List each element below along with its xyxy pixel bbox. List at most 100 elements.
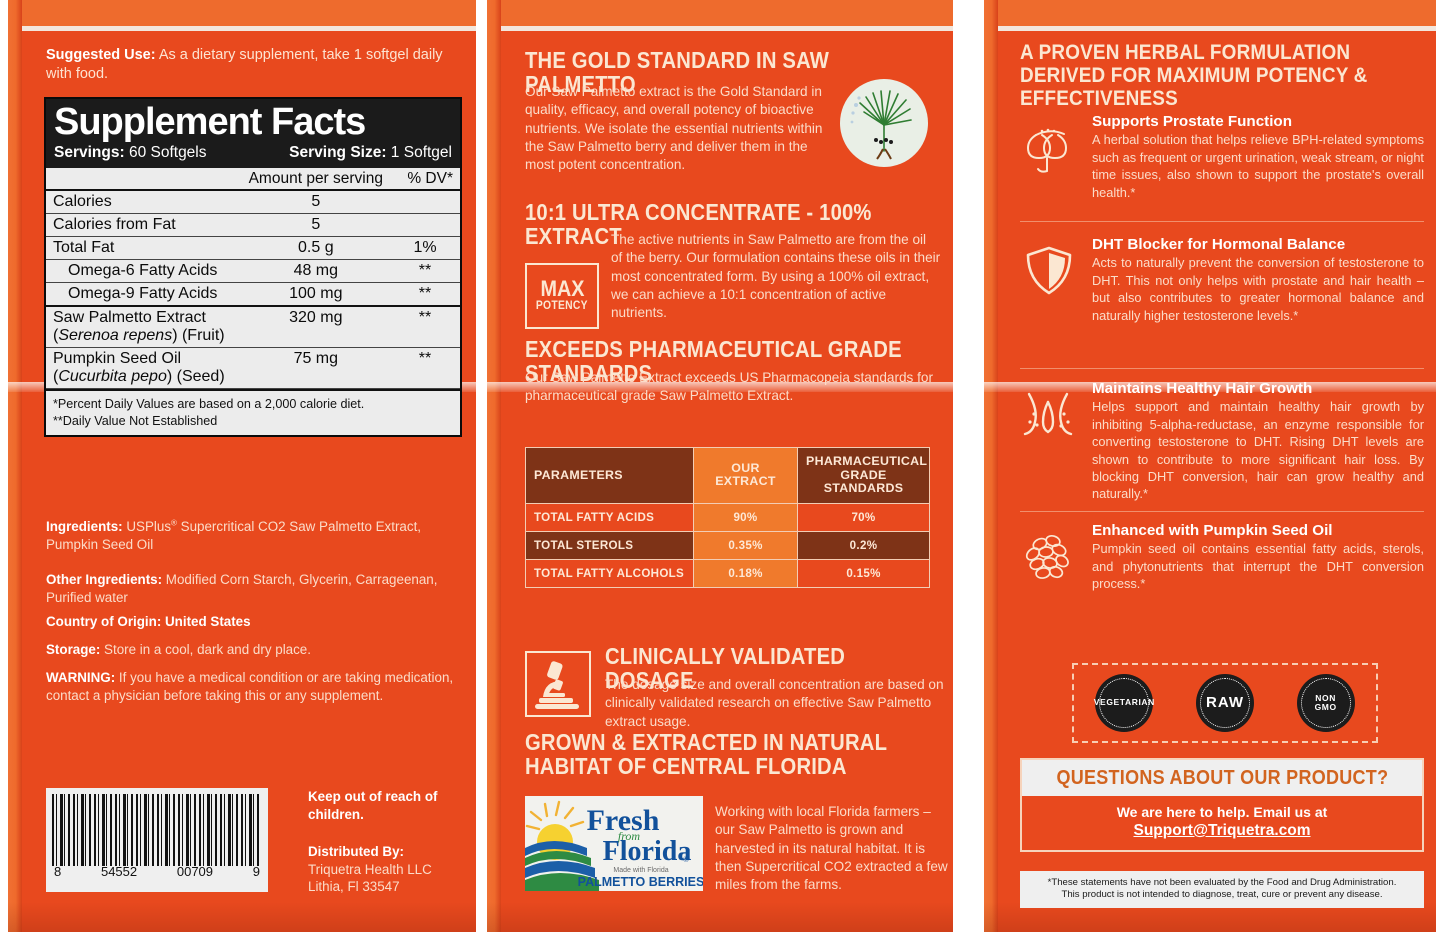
left-panel: Suggested Use: As a dietary supplement, …	[8, 0, 476, 932]
supplement-facts-panel: Supplement Facts Servings: 60 Softgels S…	[44, 97, 462, 437]
panel-fold-strip	[487, 0, 501, 932]
country-of-origin: Country of Origin: United States	[46, 613, 458, 631]
feature-text-block: Maintains Healthy Hair Growth Helps supp…	[1092, 380, 1424, 503]
table-row: TOTAL STEROLS 0.35% 0.2%	[525, 530, 930, 560]
support-email[interactable]: Support@Triquetra.com	[1133, 822, 1311, 839]
barcode-digits-mid2: 00709	[176, 864, 214, 879]
row-pharma-standard: 0.15%	[797, 558, 930, 588]
microscope-badge	[525, 651, 591, 717]
middle-panel: THE GOLD STANDARD IN SAW PALMETTO Our Sa…	[487, 0, 953, 932]
panel-bottom-shade	[8, 902, 476, 932]
barcode-digit-left: 8	[54, 864, 62, 879]
distributor-city: Lithia, Fl 33547	[308, 879, 400, 895]
nutrient-name: Total Fat	[46, 236, 242, 261]
feature-body: A herbal solution that helps relieve BPH…	[1092, 132, 1424, 200]
questions-heading: QUESTIONS ABOUT OUR PRODUCT?	[1056, 767, 1388, 789]
suggested-use-label: Suggested Use:	[46, 47, 156, 63]
feature-dht-blocker: DHT Blocker for Hormonal Balance Acts to…	[1020, 236, 1424, 324]
table-row: Omega-6 Fatty Acids 48 mg **	[46, 259, 460, 284]
ingredients-text-b: Supercritical CO2 Saw Palmetto Extract, …	[46, 519, 422, 552]
panel-top-rule	[998, 26, 1436, 31]
feature-prostate: Supports Prostate Function A herbal solu…	[1020, 113, 1424, 201]
svg-text:Made with Florida: Made with Florida	[613, 867, 668, 874]
hair-follicle-icon	[1020, 388, 1080, 442]
max-potency-badge: MAX POTENCY	[525, 263, 599, 329]
serving-size: Serving Size: 1 Softgel	[289, 144, 452, 162]
servings: Servings: 60 Softgels	[54, 144, 207, 162]
storage-text: Store in a cool, dark and dry place.	[100, 642, 311, 657]
max-potency-line1: MAX	[539, 276, 584, 302]
barcode-digit-right: 9	[252, 864, 260, 879]
nutrient-dv	[390, 190, 460, 215]
exceeds-standards-heading: EXCEEDS PHARMACEUTICAL GRADE STANDARDS	[525, 336, 902, 386]
serving-size-value: 1 Softgel	[386, 144, 452, 162]
nutrient-dv: 1%	[390, 236, 460, 261]
feature-hair-growth: Maintains Healthy Hair Growth Helps supp…	[1020, 380, 1424, 503]
warning-line: WARNING: If you have a medical condition…	[46, 669, 458, 705]
panel-top-cap	[501, 0, 953, 26]
table-row: Total Fat 0.5 g 1%	[46, 236, 460, 261]
warning-label: WARNING:	[46, 670, 116, 685]
feature-title: Enhanced with Pumpkin Seed Oil	[1092, 522, 1333, 539]
nutrient-amount: 75 mg	[241, 347, 390, 390]
clinically-validated-heading: CLINICALLY VALIDATED DOSAGE	[605, 643, 846, 693]
nutrient-dv	[390, 213, 460, 238]
storage-line: Storage: Store in a cool, dark and dry p…	[46, 641, 458, 659]
table-row: Calories 5	[46, 190, 460, 215]
seal-raw-label: RAW	[1205, 693, 1244, 711]
fda-line-2: This product is not intended to diagnose…	[1061, 889, 1383, 901]
panel-top-rule	[501, 26, 953, 31]
supplement-facts-table: Amount per serving % DV* Calories 5 Calo…	[46, 168, 460, 390]
pumpkin-seed-icon	[1020, 530, 1080, 584]
right-panel-heading: A PROVEN HERBAL FORMULATION DERIVED FOR …	[1020, 40, 1368, 111]
comparison-table: PARAMETERS OUR EXTRACT PHARMACEUTICAL GR…	[525, 447, 930, 588]
col-amount-header: Amount per serving	[241, 168, 390, 192]
certification-seals: VEGETARIAN RAW NON GMO	[1072, 663, 1378, 743]
grown-extracted-heading: GROWN & EXTRACTED IN NATURAL HABITAT OF …	[525, 729, 887, 779]
ultra-concentrate-text: The active nutrients in Saw Palmetto are…	[611, 232, 941, 321]
svg-text:from: from	[618, 829, 641, 843]
grown-extracted-text: Working with local Florida farmers – our…	[715, 804, 948, 893]
nutrient-amount: 48 mg	[241, 259, 390, 284]
feature-pumpkin-seed: Enhanced with Pumpkin Seed Oil Pumpkin s…	[1020, 522, 1424, 593]
spacer-cell	[46, 168, 242, 192]
questions-help-line: We are here to help. Email us at	[1116, 804, 1328, 820]
gold-standard-text: Our Saw Palmetto extract is the Gold Sta…	[525, 84, 823, 173]
footnote-daily-values: *Percent Daily Values are based on a 2,0…	[53, 397, 365, 412]
nutrient-amount: 5	[241, 190, 390, 215]
fresh-from-florida-logo: Fresh from Florida ® Made with Florida P…	[525, 796, 703, 891]
header-parameters: PARAMETERS	[525, 447, 694, 504]
supplement-facts-footnotes: *Percent Daily Values are based on a 2,0…	[46, 389, 460, 435]
feature-divider	[1020, 511, 1424, 512]
table-column-header-row: Amount per serving % DV*	[46, 168, 460, 192]
nutrient-latin-name: Cucurbita pepo	[58, 368, 167, 386]
feature-divider	[1020, 368, 1424, 369]
palm-leaf-icon	[850, 90, 912, 160]
panel-fold-strip	[984, 0, 998, 932]
table-row: Calories from Fat 5	[46, 213, 460, 238]
seal-vegetarian: VEGETARIAN	[1094, 674, 1154, 732]
comparison-header-row: PARAMETERS OUR EXTRACT PHARMACEUTICAL GR…	[525, 447, 930, 504]
fda-disclaimer: *These statements have not been evaluate…	[1020, 871, 1424, 908]
table-row: Pumpkin Seed Oil (Cucurbita pepo) (Seed)…	[46, 347, 460, 390]
fda-line-1: *These statements have not been evaluate…	[1047, 877, 1397, 888]
panel-top-rule	[22, 26, 476, 31]
seal-raw: RAW	[1195, 674, 1254, 732]
panel-top-cap	[998, 0, 1436, 26]
nutrient-latin-name: Serenoa repens	[58, 327, 173, 345]
shield-icon	[1020, 244, 1080, 298]
nutrient-name: Pumpkin Seed Oil (Cucurbita pepo) (Seed)	[46, 347, 242, 390]
seal-non-gmo: NON GMO	[1296, 674, 1355, 732]
panel-top-cap	[22, 0, 476, 26]
panel-bottom-shade	[487, 902, 953, 932]
exceeds-standards-text: Our Saw Palmetto Extract exceeds US Phar…	[525, 370, 933, 404]
table-row: TOTAL FATTY ACIDS 90% 70%	[525, 502, 930, 532]
keep-out-of-reach: Keep out of reach of children.	[308, 789, 438, 822]
right-panel: A PROVEN HERBAL FORMULATION DERIVED FOR …	[984, 0, 1436, 932]
supplement-facts-header: Supplement Facts Servings: 60 Softgels S…	[46, 99, 460, 169]
microscope-icon	[535, 661, 579, 709]
distributor-name: Triquetra Health LLC	[308, 861, 432, 877]
nutrient-name-text: Saw Palmetto Extract	[53, 309, 206, 327]
prostate-icon	[1020, 121, 1080, 175]
nutrient-name: Omega-6 Fatty Acids	[46, 259, 242, 284]
